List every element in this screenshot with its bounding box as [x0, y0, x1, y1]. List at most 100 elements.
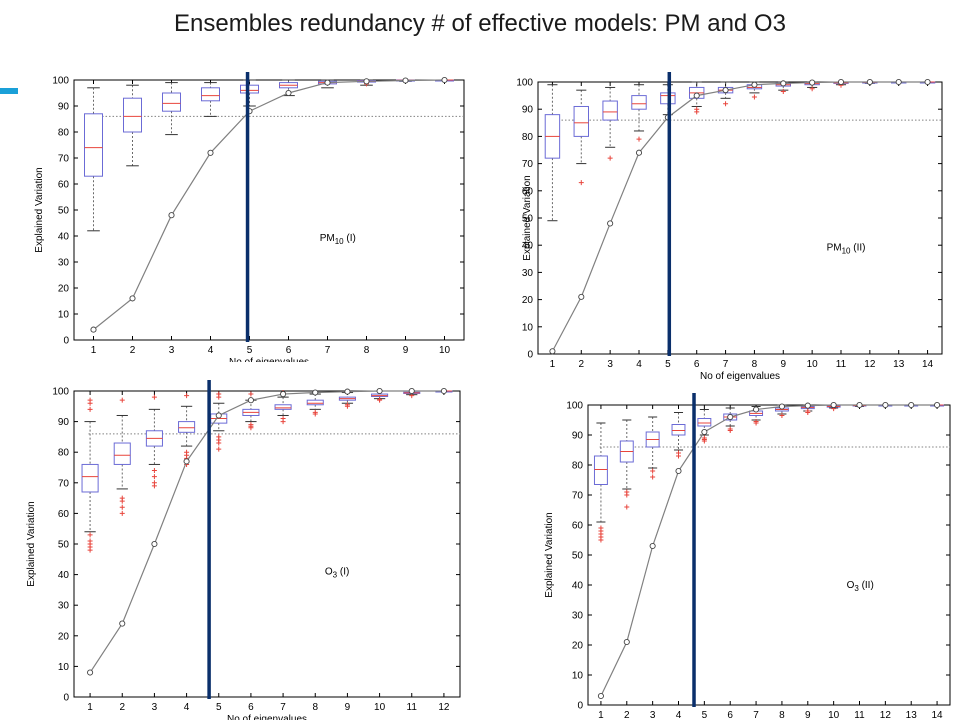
- y-tick-label: 70: [572, 491, 584, 502]
- x-tick-label: 1: [598, 710, 604, 720]
- x-tick-label: 4: [184, 702, 190, 713]
- y-tick-label: 60: [522, 186, 534, 197]
- curve-point: [168, 212, 175, 219]
- x-tick-label: 4: [208, 345, 214, 356]
- curve-point: [363, 78, 370, 85]
- y-tick-label: 10: [572, 671, 584, 682]
- box-5: [210, 391, 228, 452]
- annotation-main: PM: [320, 233, 335, 244]
- y-tick-label: 30: [572, 611, 584, 622]
- curve-point: [402, 77, 409, 84]
- curve-point: [119, 620, 126, 627]
- panel-annotation: O3 (I): [325, 567, 349, 580]
- outlier-marker: [751, 94, 757, 100]
- x-tick-label: 14: [922, 359, 934, 370]
- accent-bar: [0, 88, 18, 94]
- y-tick-label: 10: [522, 322, 534, 333]
- x-axis-label: No of eigenvalues: [227, 714, 307, 720]
- x-tick-label: 6: [694, 359, 700, 370]
- outlier-marker: [727, 426, 733, 432]
- x-tick-label: 7: [753, 710, 759, 720]
- chart-panel-pm10-1: 0 10 20 30 40 50 60 70 80 90 100 1 2 3 4 5 6 7 8 9 10 No of e…: [30, 72, 476, 362]
- annotation-subscript: 3: [333, 571, 338, 580]
- curve-point: [778, 403, 785, 410]
- curve-point: [830, 401, 837, 409]
- x-tick-label: 4: [636, 359, 642, 370]
- curve-point: [924, 78, 931, 86]
- chart-panel-o3-2: 0 10 20 30 40 50 60 70 80 90 100 1 2 3 4 5 6 7 8 9 10 11 12 13 1…: [540, 392, 960, 720]
- box-iqr: [113, 442, 131, 465]
- curve-point: [722, 87, 729, 94]
- y-tick-label: 0: [63, 336, 69, 347]
- annotation-suffix: (I): [344, 233, 356, 244]
- x-tick-label: 2: [130, 345, 136, 356]
- y-tick-label: 70: [58, 154, 70, 165]
- box-4: [671, 412, 686, 459]
- curve-point: [312, 389, 319, 396]
- curve-point: [247, 397, 254, 404]
- panel-annotation: O3 (II): [847, 580, 874, 593]
- x-tick-label: 14: [932, 710, 944, 720]
- box-1: [593, 422, 608, 543]
- outlier-marker: [607, 155, 613, 161]
- curve-point: [376, 387, 383, 395]
- outlier-marker: [624, 504, 630, 510]
- box-6: [723, 407, 738, 433]
- outlier-marker: [87, 532, 93, 538]
- x-axis-label: No of eigenvalues: [229, 357, 309, 362]
- y-tick-label: 80: [572, 461, 584, 472]
- outlier-marker: [216, 434, 222, 440]
- annotation-subscript: 3: [854, 584, 859, 593]
- x-tick-label: 2: [579, 359, 585, 370]
- curve-point: [324, 79, 331, 86]
- x-tick-label: 10: [439, 345, 451, 356]
- x-tick-label: 10: [374, 702, 386, 713]
- curve-point: [578, 293, 585, 300]
- outlier-marker: [598, 525, 604, 531]
- x-tick-label: 5: [702, 710, 708, 720]
- box-iqr: [671, 424, 686, 436]
- x-tick-label: 8: [312, 702, 318, 713]
- outlier-marker: [151, 474, 157, 480]
- curve-point: [882, 401, 889, 409]
- annotation-suffix: (II): [850, 243, 865, 254]
- box-1: [544, 84, 561, 222]
- x-tick-label: 4: [676, 710, 682, 720]
- box-2: [123, 84, 142, 167]
- curve-point: [727, 413, 734, 421]
- curve-point: [780, 80, 787, 87]
- curve-point: [207, 149, 214, 156]
- panel-annotation: PM10 (I): [320, 233, 356, 246]
- curve-point: [344, 388, 351, 395]
- outlier-marker: [694, 106, 700, 112]
- box-iqr: [201, 87, 220, 102]
- outlier-marker: [216, 391, 222, 397]
- box-1: [81, 397, 99, 553]
- x-tick-label: 7: [723, 359, 729, 370]
- box-2: [619, 419, 634, 510]
- cumulative-curve: [89, 390, 444, 673]
- y-tick-label: 40: [58, 570, 70, 581]
- curve-point: [809, 79, 816, 86]
- curve-point: [597, 692, 604, 700]
- outlier-marker: [184, 449, 190, 455]
- y-tick-label: 50: [58, 540, 70, 551]
- outlier-marker: [248, 391, 254, 397]
- curve-point: [934, 401, 941, 409]
- y-tick-label: 70: [522, 159, 534, 170]
- outlier-marker: [650, 474, 656, 480]
- y-tick-label: 90: [522, 105, 534, 116]
- x-tick-label: 7: [325, 345, 331, 356]
- outlier-marker: [119, 397, 125, 403]
- outlier-marker: [624, 489, 630, 495]
- box-4: [631, 84, 647, 142]
- curve-point: [701, 428, 708, 436]
- y-axis-label: Explained Variation: [544, 512, 555, 597]
- y-axis-label: Explained Variation: [34, 167, 45, 252]
- box-3: [162, 82, 181, 136]
- outlier-marker: [780, 89, 786, 95]
- curve-point: [675, 467, 682, 475]
- chart-panel-pm10-2: 0 10 20 30 40 50 60 70 80 90 100 1 2 3 4 5 6 7 8 9 10 11 12 13 1…: [516, 72, 960, 382]
- y-tick-label: 100: [52, 387, 69, 398]
- y-tick-label: 100: [566, 401, 583, 412]
